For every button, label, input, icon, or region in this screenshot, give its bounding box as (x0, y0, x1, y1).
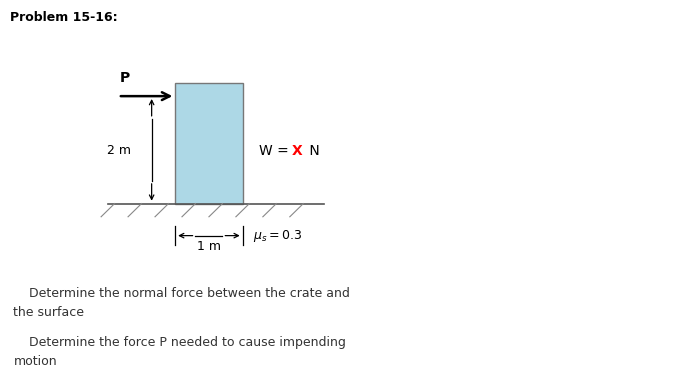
Text: Problem 15-16:: Problem 15-16: (10, 11, 118, 24)
Text: $\mu_s = 0.3$: $\mu_s = 0.3$ (253, 228, 302, 244)
Text: W =: W = (259, 144, 294, 158)
Text: 2 m: 2 m (107, 144, 131, 157)
Text: Determine the normal force between the crate and
the surface: Determine the normal force between the c… (13, 287, 350, 319)
Text: N: N (305, 144, 319, 158)
Bar (175, 83, 243, 204)
Text: Determine the force P needed to cause impending
motion: Determine the force P needed to cause im… (13, 336, 346, 368)
Text: P: P (120, 71, 130, 85)
Text: 1 m: 1 m (197, 241, 221, 253)
Text: X: X (292, 144, 303, 158)
